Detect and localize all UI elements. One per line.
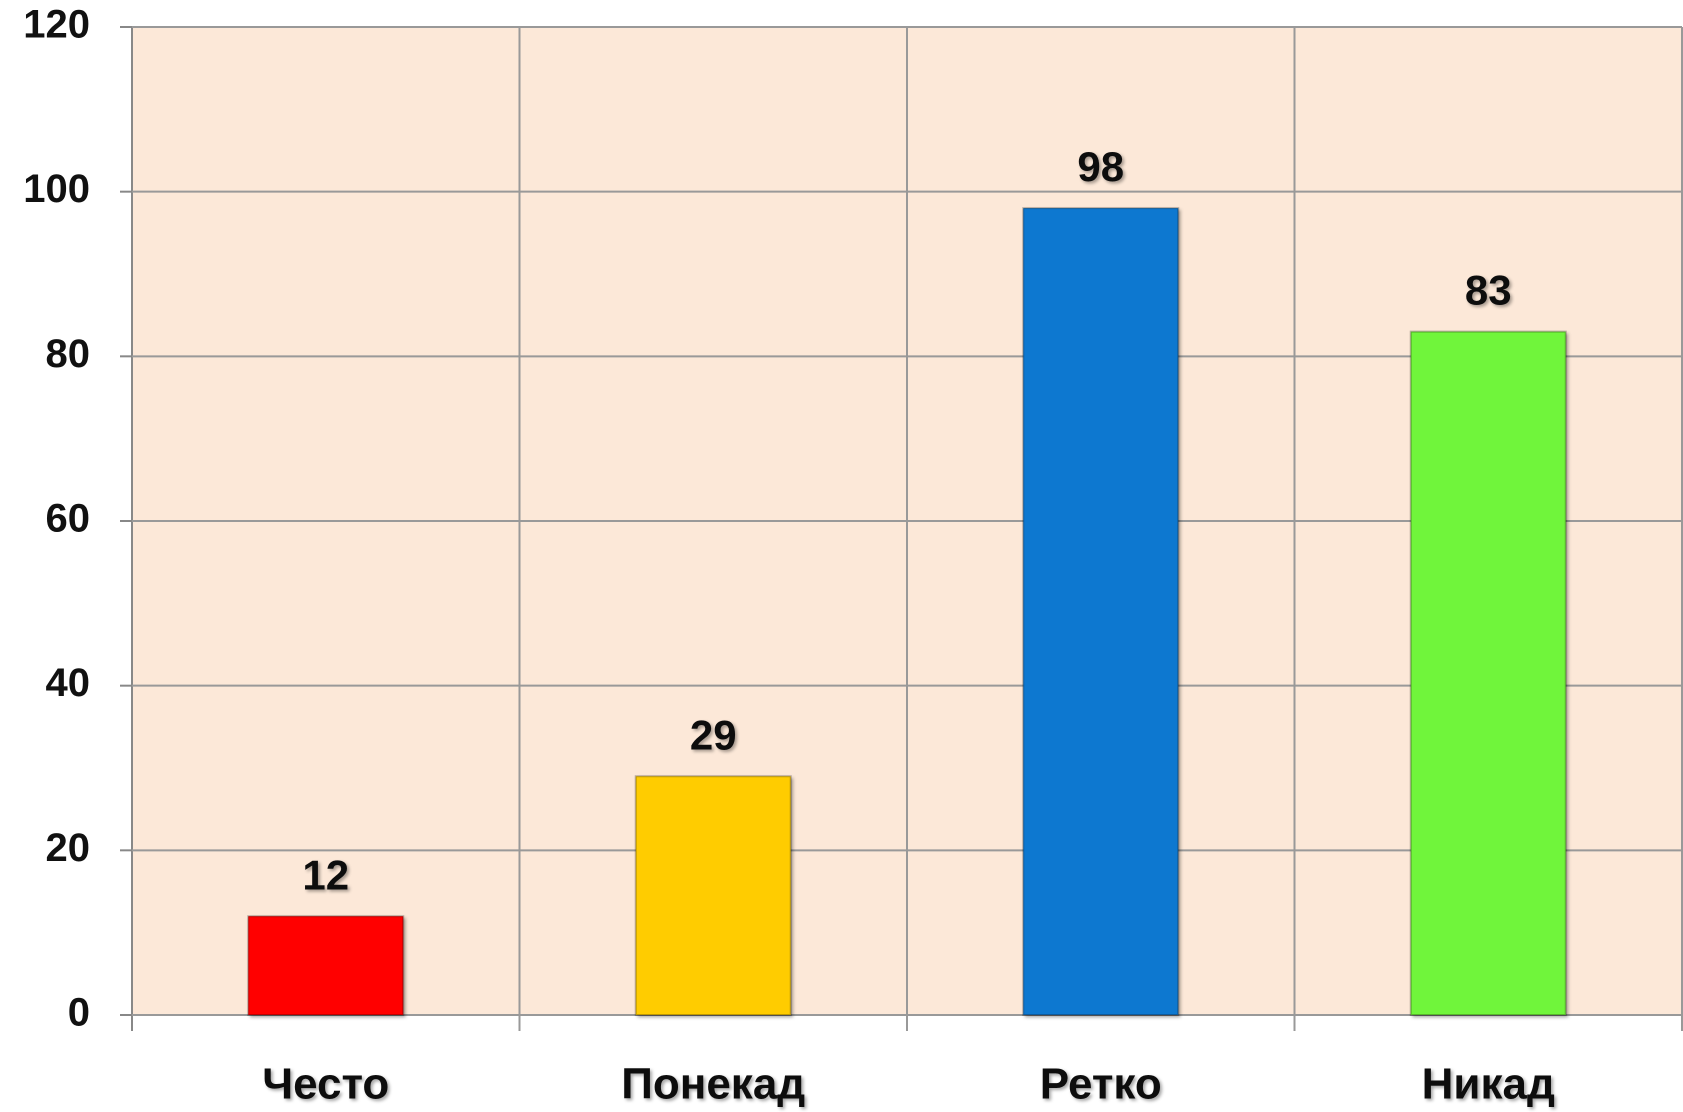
x-tick-label: Понекад (621, 1060, 805, 1109)
bar (247, 915, 405, 1017)
y-tick-label: 20 (46, 826, 91, 870)
y-tick-label: 0 (68, 991, 90, 1035)
y-tick-label: 40 (46, 661, 91, 705)
y-tick-label: 60 (46, 497, 91, 541)
y-tick-label: 120 (23, 3, 90, 47)
bar (1409, 330, 1567, 1016)
bar (634, 775, 792, 1016)
y-tick-label: 100 (23, 167, 90, 211)
x-tick-label: Ретко (1040, 1060, 1162, 1109)
data-label: 29 (690, 711, 737, 758)
data-label: 83 (1465, 267, 1512, 314)
data-label: 12 (302, 851, 349, 898)
y-tick-label: 80 (46, 332, 91, 376)
x-tick-label: Често (262, 1060, 389, 1109)
bar (1022, 207, 1180, 1016)
data-label: 98 (1077, 143, 1124, 190)
x-tick-label: Никад (1422, 1060, 1555, 1109)
